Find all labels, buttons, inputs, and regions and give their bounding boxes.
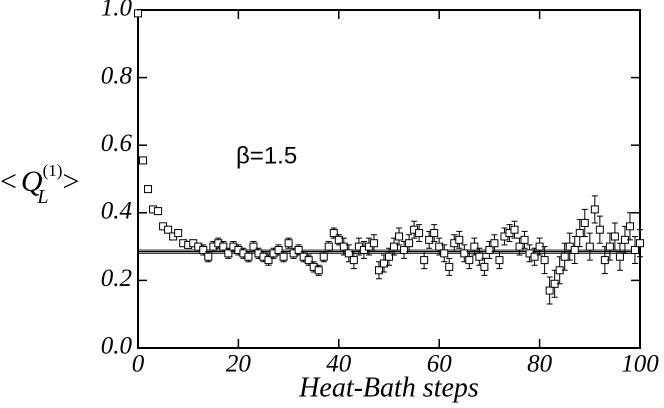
- data-point: [279, 252, 288, 261]
- y-tick-label: 0.4: [101, 198, 132, 225]
- data-point: [545, 286, 554, 295]
- x-tick-label: 80: [527, 351, 553, 378]
- y-label-right: >: [63, 165, 80, 198]
- data-point: [134, 9, 142, 18]
- data-point: [445, 262, 454, 271]
- data-point: [314, 266, 323, 275]
- data-point: [510, 225, 519, 234]
- data-point: [400, 245, 409, 254]
- data-point: [615, 252, 624, 261]
- data-point: [304, 256, 313, 265]
- data-point: [390, 242, 399, 251]
- data-point: [154, 207, 163, 216]
- y-tick-label: 0.2: [101, 265, 132, 292]
- y-label-superscript: (1): [43, 161, 63, 180]
- data-point: [369, 239, 378, 248]
- data-point: [264, 256, 273, 265]
- data-point: [470, 242, 479, 251]
- data-point: [530, 252, 539, 261]
- y-label-base: Q: [21, 165, 43, 198]
- x-tick-label: 40: [326, 351, 352, 378]
- data-point: [595, 225, 604, 234]
- data-point: [490, 239, 499, 248]
- y-tick-label: 0.6: [101, 130, 133, 157]
- data-point: [349, 256, 358, 265]
- data-point: [244, 252, 253, 261]
- data-point: [420, 256, 429, 265]
- x-tick-label: 20: [226, 351, 252, 378]
- data-point: [585, 242, 594, 251]
- data-point: [224, 249, 233, 258]
- data-point: [430, 229, 439, 238]
- data-point: [455, 235, 464, 244]
- data-point: [485, 245, 494, 254]
- data-point: [249, 242, 258, 251]
- plot-frame: [137, 9, 641, 349]
- data-point: [540, 256, 549, 265]
- data-point: [475, 252, 484, 261]
- data-point: [334, 235, 343, 244]
- data-point: [344, 249, 353, 258]
- data-point: [425, 235, 434, 244]
- data-point: [465, 256, 474, 265]
- data-point: [379, 259, 388, 268]
- x-tick-label: 0: [132, 351, 145, 378]
- data-point: [199, 245, 208, 254]
- data-point: [610, 232, 619, 241]
- data-point: [570, 245, 579, 254]
- data-point: [395, 232, 404, 241]
- data-point: [515, 242, 524, 251]
- data-point: [480, 262, 489, 271]
- y-tick-label: 0.8: [101, 62, 133, 89]
- data-point: [274, 245, 283, 254]
- data-point: [144, 185, 153, 194]
- data-point: [339, 242, 348, 251]
- data-point: [204, 252, 213, 261]
- data-point: [575, 229, 584, 238]
- data-point: [164, 225, 173, 234]
- data-point: [294, 245, 303, 254]
- y-tick-label: 1.0: [101, 0, 133, 22]
- data-point: [139, 156, 148, 165]
- data-point: [219, 242, 228, 251]
- data-point: [625, 222, 634, 231]
- y-label-subscript: L: [36, 186, 48, 208]
- data-point: [435, 242, 444, 251]
- data-point: [440, 249, 449, 258]
- data-point: [590, 205, 599, 214]
- data-point: [460, 249, 469, 258]
- data-point: [374, 266, 383, 275]
- data-point: [284, 239, 293, 248]
- data-point: [319, 252, 328, 261]
- y-tick-label: 0.0: [101, 333, 133, 360]
- x-axis-label: Heat-Bath steps: [298, 372, 479, 403]
- data-point: [415, 229, 424, 238]
- x-tick-label: 100: [621, 351, 659, 378]
- data-point: [605, 242, 614, 251]
- y-label-left: <: [0, 165, 17, 198]
- data-point: [560, 252, 569, 261]
- data-point: [324, 242, 333, 251]
- data-point: [495, 256, 504, 265]
- data-point: [174, 229, 183, 238]
- annotation: β=1.5: [236, 142, 297, 169]
- data-point: [636, 239, 644, 248]
- data-point: [580, 218, 589, 227]
- data-point: [405, 239, 414, 248]
- x-tick-label: 60: [427, 351, 453, 378]
- data-point: [520, 235, 529, 244]
- data-point: [385, 252, 393, 261]
- data-point: [630, 245, 639, 254]
- data-point: [329, 229, 338, 238]
- y-axis-label: < Q(1) L >: [0, 161, 79, 208]
